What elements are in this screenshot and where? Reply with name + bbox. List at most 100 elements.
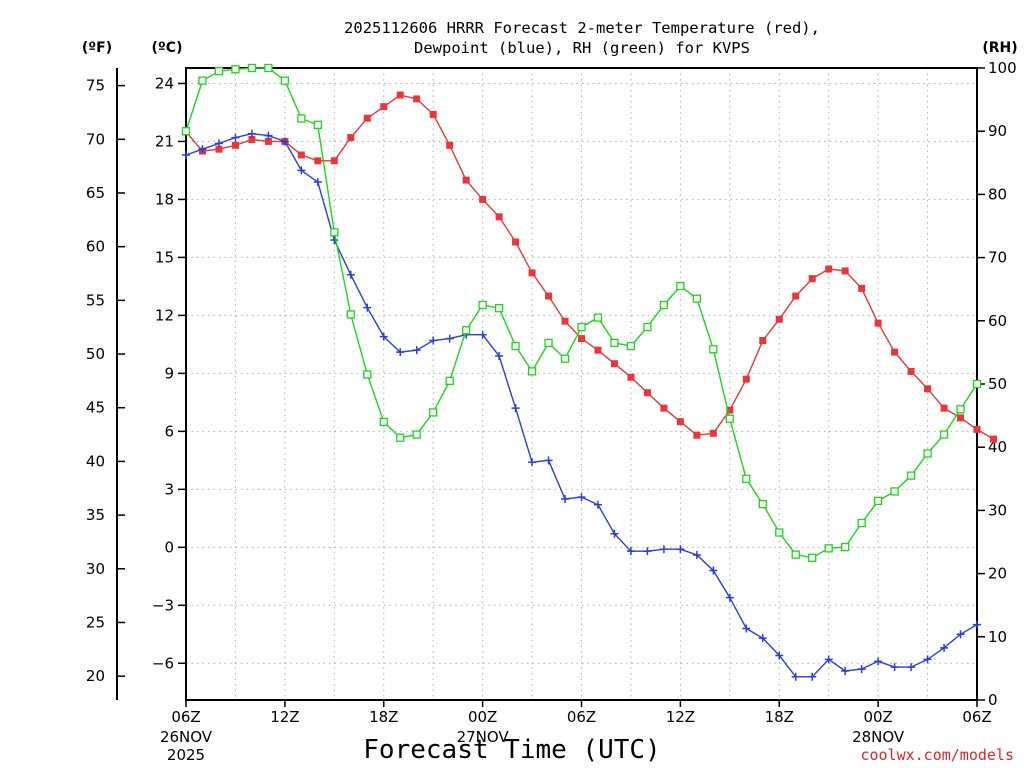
rh-point <box>610 338 619 348</box>
rh-point <box>725 414 734 423</box>
fahrenheit-tick-label: 65 <box>86 184 105 202</box>
rh-point <box>593 313 603 322</box>
series-layer <box>181 63 997 681</box>
dewpoint-point <box>725 593 734 602</box>
dewpoint-point <box>841 667 850 676</box>
fahrenheit-tick-label: 55 <box>86 291 105 309</box>
fahrenheit-tick-label: 75 <box>86 77 105 95</box>
rh-point <box>527 367 537 376</box>
rh-tick-label: 0 <box>988 691 998 709</box>
temperature-point <box>940 404 948 412</box>
rh-point <box>181 127 191 136</box>
temperature-point <box>709 429 717 437</box>
x-axis-label: Forecast Time (UTC) <box>363 735 660 765</box>
celsius-tick-label: −6 <box>152 654 174 672</box>
rh-point <box>264 63 273 73</box>
rh-point <box>939 430 949 439</box>
dewpoint-point <box>808 672 817 681</box>
temperature-point <box>495 213 503 221</box>
rh-point <box>643 322 652 332</box>
fahrenheit-tick-label: 50 <box>86 345 105 363</box>
rh-point <box>873 496 883 506</box>
celsius-tick-label: 6 <box>164 422 174 440</box>
rh-unit-label: (RH) <box>982 40 1017 56</box>
temperature-point <box>742 375 750 383</box>
time-tick-label: 12Z <box>666 708 695 726</box>
rh-tick-label: 80 <box>988 185 1007 203</box>
temperature-point <box>693 431 701 439</box>
celsius-tick-label: 12 <box>155 306 174 324</box>
temperature-point <box>528 269 536 277</box>
dewpoint-point <box>610 529 619 538</box>
dewpoint-point <box>907 663 916 672</box>
rh-point <box>577 322 586 332</box>
rh-tick-label: 70 <box>988 249 1007 267</box>
dewpoint-point <box>297 166 306 175</box>
dewpoint-point <box>791 672 800 681</box>
temperature-point <box>264 137 272 145</box>
temperature-point <box>726 406 734 414</box>
rh-point <box>890 487 899 496</box>
time-tick-label: 18Z <box>369 708 398 726</box>
temperature-point <box>545 292 553 300</box>
rh-point <box>659 300 669 310</box>
rh-tick-label: 90 <box>988 122 1007 140</box>
dewpoint-point <box>692 551 701 560</box>
chart-title-line2: Dewpoint (blue), RH (green) for KVPS <box>414 39 750 57</box>
temperature-point <box>446 141 454 149</box>
dewpoint-point <box>379 332 388 341</box>
rh-point <box>478 300 487 310</box>
dewpoint-point <box>956 630 965 639</box>
time-tick-label: 06Z <box>567 708 596 726</box>
dewpoint-point <box>478 330 487 339</box>
temperature-point <box>660 404 668 412</box>
dewpoint-point <box>528 458 537 467</box>
dewpoint-point <box>280 137 289 146</box>
fahrenheit-tick-label: 60 <box>86 238 105 256</box>
temperature-line <box>185 94 994 440</box>
temperature-point <box>363 114 371 122</box>
temperature-point <box>610 360 618 368</box>
chart-title-line1: 2025112606 HRRR Forecast 2-meter Tempera… <box>344 19 820 37</box>
year-label: 2025 <box>167 746 205 764</box>
celsius-tick-label: 24 <box>155 74 174 92</box>
rh-point <box>247 63 257 73</box>
temperature-point <box>314 157 322 165</box>
temperature-point <box>924 385 932 393</box>
fahrenheit-tick-label: 70 <box>86 130 105 148</box>
dewpoint-point <box>313 178 322 187</box>
dewpoint-point <box>363 303 372 312</box>
temperature-point <box>578 335 585 343</box>
date-label: 28NOV <box>852 728 905 746</box>
rh-point <box>676 281 685 291</box>
rh-point <box>758 499 767 509</box>
celsius-tick-label: 21 <box>155 132 174 150</box>
date-label: 26NOV <box>160 728 213 746</box>
temperature-point <box>973 425 981 433</box>
temperature-point <box>396 91 404 99</box>
temperature-point <box>462 176 470 184</box>
celsius-unit-label: (ºC) <box>152 40 183 56</box>
dewpoint-point <box>577 493 586 502</box>
time-tick-label: 18Z <box>765 708 794 726</box>
celsius-tick-label: 18 <box>155 190 174 208</box>
dewpoint-point <box>264 131 273 140</box>
rh-point <box>198 76 207 85</box>
dewpoint-point <box>874 657 883 666</box>
temperature-point <box>759 337 767 345</box>
time-tick-label: 06Z <box>171 708 200 726</box>
rh-point <box>841 542 850 552</box>
temperature-point <box>907 367 915 375</box>
rh-point <box>808 553 817 562</box>
temperature-point <box>643 389 651 397</box>
rh-point <box>363 370 372 379</box>
dewpoint-point <box>198 145 207 154</box>
dewpoint-point <box>626 547 635 556</box>
dewpoint-point <box>676 545 685 554</box>
fahrenheit-tick-label: 45 <box>86 399 105 417</box>
time-tick-label: 00Z <box>863 708 892 726</box>
celsius-tick-label: −3 <box>152 596 174 614</box>
rh-point <box>511 341 520 351</box>
rh-tick-label: 20 <box>988 565 1007 583</box>
